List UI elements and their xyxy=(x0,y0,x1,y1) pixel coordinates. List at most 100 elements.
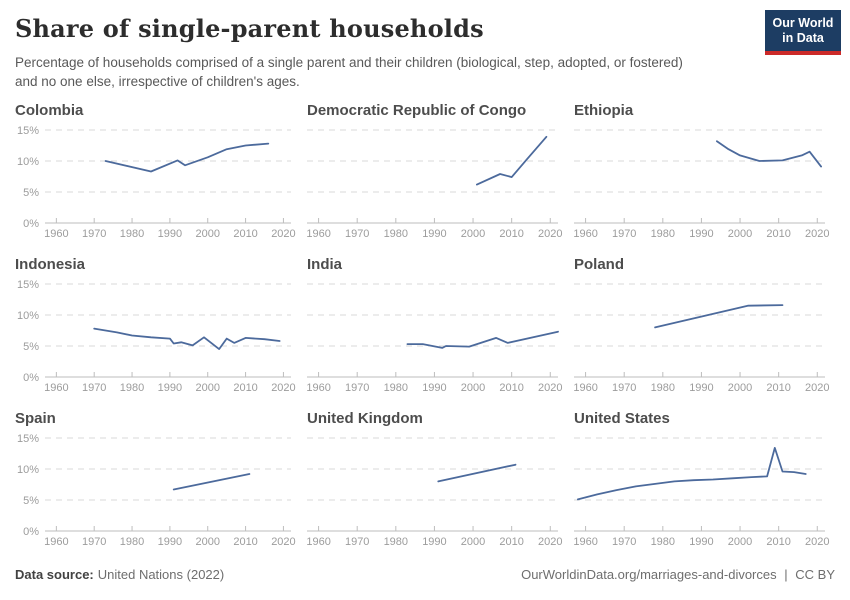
chart-title: Colombia xyxy=(15,102,84,119)
subtitle-line-2: and no one else, irrespective of childre… xyxy=(15,74,300,89)
chart-title: Poland xyxy=(574,256,625,273)
svg-text:2020: 2020 xyxy=(805,228,829,240)
svg-text:1990: 1990 xyxy=(422,536,446,548)
svg-text:10%: 10% xyxy=(17,464,39,476)
svg-text:2010: 2010 xyxy=(499,382,523,394)
svg-text:1970: 1970 xyxy=(82,536,106,548)
svg-text:5%: 5% xyxy=(23,187,39,199)
svg-text:1970: 1970 xyxy=(612,228,636,240)
svg-text:2010: 2010 xyxy=(233,382,257,394)
svg-text:1970: 1970 xyxy=(345,228,369,240)
chart-title: United Kingdom xyxy=(307,410,423,427)
svg-text:1990: 1990 xyxy=(158,228,182,240)
page-subtitle: Percentage of households comprised of a … xyxy=(15,53,835,91)
svg-text:1960: 1960 xyxy=(306,536,330,548)
svg-text:2020: 2020 xyxy=(271,228,295,240)
svg-text:1980: 1980 xyxy=(651,536,675,548)
svg-text:2000: 2000 xyxy=(461,536,485,548)
chart-cell-democratic-republic-of-congo: Democratic Republic of Congo 1960 1970 198… xyxy=(306,100,563,252)
svg-text:1980: 1980 xyxy=(120,382,144,394)
svg-text:2000: 2000 xyxy=(195,536,219,548)
svg-text:2010: 2010 xyxy=(766,228,790,240)
svg-text:1990: 1990 xyxy=(158,382,182,394)
svg-text:2020: 2020 xyxy=(805,382,829,394)
svg-text:2000: 2000 xyxy=(728,536,752,548)
svg-text:1960: 1960 xyxy=(573,228,597,240)
subtitle-line-1: Percentage of households comprised of a … xyxy=(15,55,683,70)
svg-text:0%: 0% xyxy=(23,526,39,538)
svg-text:15%: 15% xyxy=(17,279,39,291)
svg-text:2020: 2020 xyxy=(805,536,829,548)
chart-cell-united-kingdom: United Kingdom 1960 1970 1980 1990 2000 2010 2… xyxy=(306,408,562,560)
chart-title: Spain xyxy=(15,410,56,427)
chart-canvas-poland: 1960 1970 1980 1990 2000 2010 2020 xyxy=(573,283,830,394)
svg-text:1970: 1970 xyxy=(612,536,636,548)
svg-text:2000: 2000 xyxy=(461,228,485,240)
attribution-separator: | xyxy=(784,567,788,582)
chart-cell-spain: Spain 0% 5% 10% 15% 1960 1970 1980 1990 2000 2010… xyxy=(15,408,296,560)
svg-text:1960: 1960 xyxy=(44,228,68,240)
chart-footer: Data source: United Nations (2022) OurWor… xyxy=(0,567,850,582)
svg-text:1960: 1960 xyxy=(44,382,68,394)
svg-text:2020: 2020 xyxy=(538,228,562,240)
chart-canvas-india: 1960 1970 1980 1990 2000 2010 2020 xyxy=(306,283,563,394)
chart-title: United States xyxy=(574,410,670,427)
svg-text:15%: 15% xyxy=(17,433,39,445)
svg-text:10%: 10% xyxy=(17,156,39,168)
chart-cell-indonesia: Indonesia 0% 5% 10% 15% 1960 1970 1980 1990 2000… xyxy=(15,254,296,406)
chart-cell-india: India 1960 1970 1980 1990 2000 2010 2020 xyxy=(306,254,563,406)
chart-title: Indonesia xyxy=(15,256,86,273)
chart-cell-ethiopia: Ethiopia 1960 1970 1980 1990 2000 2010 2020 xyxy=(573,100,830,252)
owid-logo-line-2: in Data xyxy=(782,31,824,45)
svg-text:2010: 2010 xyxy=(233,228,257,240)
svg-text:10%: 10% xyxy=(17,310,39,322)
svg-text:1980: 1980 xyxy=(120,536,144,548)
svg-text:5%: 5% xyxy=(23,341,39,353)
svg-text:1990: 1990 xyxy=(689,536,713,548)
svg-text:1970: 1970 xyxy=(82,382,106,394)
svg-text:0%: 0% xyxy=(23,218,39,230)
svg-text:2010: 2010 xyxy=(766,536,790,548)
license-label: CC BY xyxy=(795,567,835,582)
chart-cell-colombia: Colombia 0% 5% 10% 15% 1960 1970 1980 1990 2000 2… xyxy=(15,100,296,252)
owid-url-link[interactable]: OurWorldinData.org/marriages-and-divorce… xyxy=(521,567,777,582)
data-source-label: Data source: xyxy=(15,567,94,582)
svg-text:1960: 1960 xyxy=(306,382,330,394)
svg-text:1970: 1970 xyxy=(612,382,636,394)
svg-text:2020: 2020 xyxy=(538,536,562,548)
svg-text:1980: 1980 xyxy=(651,382,675,394)
chart-canvas-spain: 0% 5% 10% 15% 1960 1970 1980 1990 2000 2010 2020 xyxy=(17,433,296,548)
data-source-note: Data source: United Nations (2022) xyxy=(15,567,224,582)
svg-text:1960: 1960 xyxy=(573,536,597,548)
svg-text:2010: 2010 xyxy=(766,382,790,394)
svg-text:1990: 1990 xyxy=(158,536,182,548)
svg-text:1980: 1980 xyxy=(651,228,675,240)
owid-logo: Our World in Data xyxy=(765,10,841,55)
chart-canvas-colombia: 0% 5% 10% 15% 1960 1970 1980 1990 2000 2010 2020 xyxy=(17,125,296,240)
attribution-note: OurWorldinData.org/marriages-and-divorce… xyxy=(521,567,835,582)
chart-cell-poland: Poland 1960 1970 1980 1990 2000 2010 2020 xyxy=(573,254,830,406)
small-multiples-grid: Colombia 0% 5% 10% 15% 1960 1970 1980 1990 2000 2… xyxy=(0,100,850,560)
svg-text:2020: 2020 xyxy=(538,382,562,394)
svg-text:2000: 2000 xyxy=(195,382,219,394)
chart-header: Share of single-parent households Percen… xyxy=(0,0,850,91)
svg-text:2010: 2010 xyxy=(499,536,523,548)
svg-text:2010: 2010 xyxy=(499,228,523,240)
svg-text:0%: 0% xyxy=(23,372,39,384)
owid-logo-line-1: Our World xyxy=(772,16,834,30)
svg-text:2000: 2000 xyxy=(461,382,485,394)
chart-canvas-ethiopia: 1960 1970 1980 1990 2000 2010 2020 xyxy=(573,129,830,240)
page-title: Share of single-parent households xyxy=(15,14,484,43)
svg-text:1980: 1980 xyxy=(120,228,144,240)
svg-text:1960: 1960 xyxy=(573,382,597,394)
svg-text:1990: 1990 xyxy=(422,382,446,394)
data-source-value: United Nations (2022) xyxy=(97,567,225,582)
svg-text:1970: 1970 xyxy=(82,228,106,240)
svg-text:2020: 2020 xyxy=(271,382,295,394)
svg-text:1980: 1980 xyxy=(384,382,408,394)
svg-text:1960: 1960 xyxy=(306,228,330,240)
svg-text:2020: 2020 xyxy=(271,536,295,548)
chart-canvas-drc: 1960 1970 1980 1990 2000 2010 2020 xyxy=(306,129,563,240)
svg-text:2000: 2000 xyxy=(195,228,219,240)
